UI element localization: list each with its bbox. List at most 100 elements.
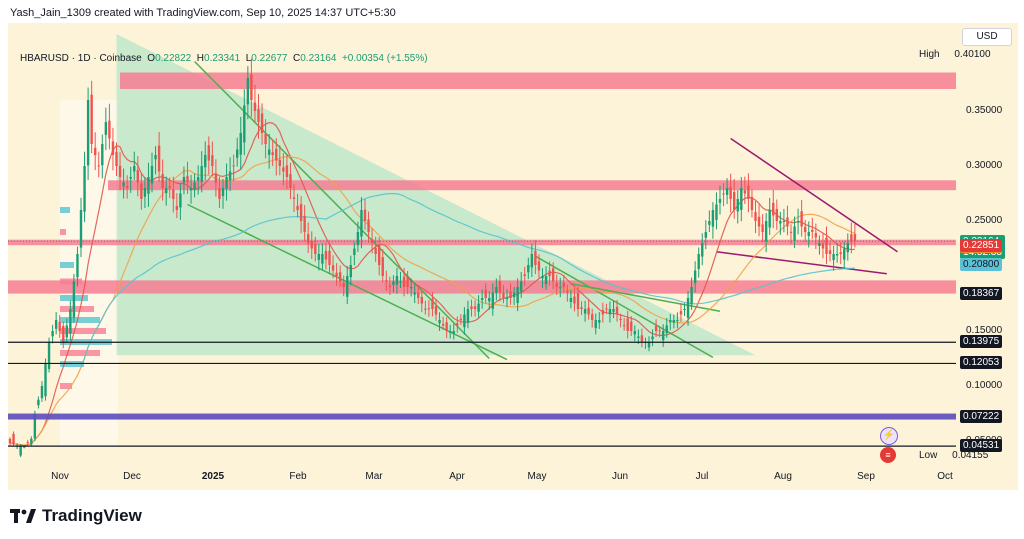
high-label-value: 0.40100 [951,48,991,60]
candle-body [388,285,392,287]
time-tick-label: Dec [123,471,141,482]
candle-body [363,209,367,221]
legend-close-label: C [293,53,301,64]
candle-body [118,165,122,177]
candle-body [480,298,484,300]
candle-body [200,166,203,182]
candle-body [196,177,200,181]
candle-body [537,261,541,271]
candle-body [299,204,303,221]
candle-body [111,141,115,155]
support-band [8,413,956,420]
candle-body [179,193,182,208]
candle-body [591,314,594,320]
legend-close-value: 0.23164 [300,53,337,64]
time-tick-label: Jul [695,471,709,482]
candle-body [303,215,306,232]
candles-layer [8,58,857,458]
candle-body [395,276,399,285]
candle-body [520,281,523,292]
candle-body [331,265,335,271]
candle-body [214,173,218,183]
candle-body [832,254,835,261]
candle-body [168,186,171,188]
candle-body [740,188,743,210]
time-tick-label: Feb [289,471,307,482]
candle-body [317,254,321,260]
candle-body [637,336,640,338]
candle-body [143,188,147,197]
candle-body [221,188,225,197]
candle-body [669,320,672,323]
candle-body [555,283,558,287]
candle-body [530,254,534,268]
candle-body [527,265,530,273]
candle-body [413,292,416,295]
candle-body [321,254,324,264]
time-tick-label: Apr [449,471,465,482]
candle-body [615,306,619,315]
candle-body [509,291,512,298]
candle-body [470,306,473,309]
candle-body [434,306,438,315]
candle-body [342,283,345,287]
candle-body [324,250,328,260]
low-label-value: 0.04155 [949,450,989,462]
time-tick-label: Nov [51,471,69,482]
alert-icon[interactable]: ⚡ [880,427,898,445]
candle-body [282,167,285,172]
candle-body [101,144,104,166]
candle-body [619,318,622,320]
volume-profile-bar [60,383,72,389]
candle-body [133,166,136,172]
candle-body [392,281,395,285]
symbol-legend[interactable]: HBARUSD · 1D · Coinbase O0.22822 H0.2334… [20,53,428,64]
candle-body [37,399,40,406]
candle-body [250,74,253,100]
candle-body [651,336,654,340]
candle-body [658,330,661,332]
candle-body [708,221,711,225]
candle-body [601,310,605,315]
candle-body [690,287,693,305]
candle-body [378,245,381,265]
candle-body [236,149,239,158]
flag-icon[interactable]: ≡ [880,447,896,463]
candle-body [523,274,526,276]
candle-body [246,78,250,105]
price-level-label: 0.22851 [960,238,1003,252]
price-tick-label: 0.10000 [966,380,1003,391]
candle-body [796,221,800,223]
candle-body [108,120,111,139]
candle-body [207,145,210,161]
brand-logo: TradingView [10,506,142,526]
legend-symbol: HBARUSD · 1D · Coinbase [20,53,142,64]
price-level-label: 0.07222 [960,409,1003,423]
time-tick-label: Jun [611,471,629,482]
candle-body [218,188,221,199]
candle-body [477,303,480,312]
candle-body [505,298,509,299]
legend-open-label: O [147,53,156,64]
candle-body [44,364,47,397]
candle-body [693,270,697,284]
legend-high-label: H [196,53,205,64]
candle-body [76,254,79,278]
candle-body [559,287,562,289]
candle-body [225,177,228,189]
candle-body [264,133,267,144]
time-axis[interactable]: Nov Dec 2025 Feb Mar Apr May Jun Jul Aug Sep Oct [8,463,956,490]
candle-body [367,219,370,232]
candle-body [62,326,65,342]
drawings-layer [8,34,956,447]
candle-body [630,321,633,331]
candle-body [576,293,580,309]
candle-body [551,268,555,282]
currency-selector[interactable]: USD [962,28,1012,46]
price-chart[interactable] [8,23,956,463]
candle-body [356,232,360,245]
candle-body [853,234,857,241]
chart-area[interactable]: HBARUSD · 1D · Coinbase O0.22822 H0.2334… [8,23,956,463]
low-label-text: Low [919,450,938,462]
candle-body [839,252,842,254]
